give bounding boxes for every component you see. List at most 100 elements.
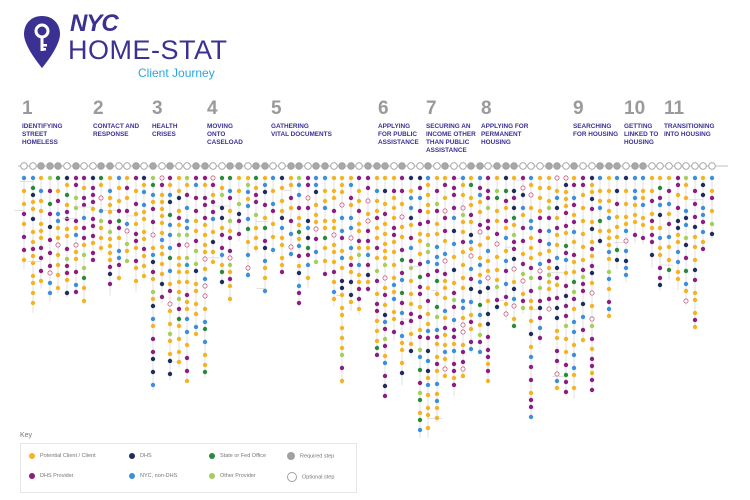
- action-dot: [528, 218, 534, 224]
- action-dot: [460, 373, 466, 379]
- action-dot: [245, 252, 251, 258]
- action-dot: [640, 188, 646, 194]
- action-dot: [477, 279, 483, 285]
- action-dot: [382, 255, 388, 261]
- optional-step-marker: [562, 162, 570, 170]
- action-dot: [675, 276, 681, 282]
- action-dot: [184, 225, 190, 231]
- action-dot: [537, 238, 543, 244]
- action-dot: [683, 255, 689, 261]
- action-dot: [589, 323, 595, 329]
- action-dot: [313, 219, 319, 225]
- action-dot: [563, 323, 569, 329]
- action-dot: [124, 195, 130, 201]
- action-dot: [494, 277, 500, 283]
- action-dot: [485, 321, 491, 327]
- action-dot: [580, 301, 586, 307]
- action-dot: [90, 233, 96, 239]
- action-dot: [623, 175, 629, 181]
- optional-action-dot: [503, 311, 509, 317]
- action-dot: [528, 265, 534, 271]
- step-7: 7 SECURING AN INCOME OTHER THAN PUBLIC AS…: [426, 99, 476, 155]
- action-dot: [219, 232, 225, 238]
- action-dot: [434, 188, 440, 194]
- action-dot: [296, 243, 302, 249]
- action-dot: [477, 332, 483, 338]
- action-dot: [485, 285, 491, 291]
- action-dot: [614, 214, 620, 220]
- action-dot: [666, 244, 672, 250]
- required-step-marker: [252, 162, 260, 170]
- action-dot: [296, 283, 302, 289]
- action-dot: [219, 185, 225, 191]
- action-dot: [382, 231, 388, 237]
- optional-step-marker: [209, 162, 217, 170]
- action-dot: [150, 192, 156, 198]
- action-dot: [331, 195, 337, 201]
- action-dot: [202, 362, 208, 368]
- action-dot: [528, 414, 534, 420]
- action-dot: [606, 228, 612, 234]
- action-dot: [408, 205, 414, 211]
- action-dot: [90, 216, 96, 222]
- action-dot: [339, 312, 345, 318]
- action-dot: [683, 268, 689, 274]
- action-dot: [64, 233, 70, 239]
- step-2: 2 CONTACT AND RESPONSE: [93, 99, 139, 139]
- action-dot: [580, 281, 586, 287]
- action-dot: [382, 241, 388, 247]
- action-dot: [709, 188, 715, 194]
- action-dot: [451, 175, 457, 181]
- action-dot: [348, 215, 354, 221]
- action-dot: [399, 347, 405, 353]
- action-dot: [503, 268, 509, 274]
- optional-step-marker: [708, 162, 716, 170]
- required-step-marker: [37, 162, 45, 170]
- action-dot: [460, 212, 466, 218]
- step-10: 10 GETTING LINKED TO HOUSING: [624, 99, 658, 147]
- action-dot: [150, 303, 156, 309]
- action-dot: [451, 267, 457, 273]
- action-dot: [632, 219, 638, 225]
- action-dot: [159, 244, 165, 250]
- legend-swatch: [287, 452, 295, 460]
- required-step-marker: [476, 162, 484, 170]
- action-dot: [408, 318, 414, 324]
- action-dot: [210, 259, 216, 265]
- optional-action-dot: [589, 316, 595, 322]
- action-dot: [90, 250, 96, 256]
- action-dot: [485, 205, 491, 211]
- action-dot: [253, 235, 259, 241]
- action-dot: [64, 182, 70, 188]
- action-dot: [417, 238, 423, 244]
- action-dot: [374, 291, 380, 297]
- action-dot: [589, 219, 595, 225]
- action-dot: [589, 196, 595, 202]
- action-dot: [580, 267, 586, 273]
- action-dot: [546, 272, 552, 278]
- legend-swatch: [209, 452, 215, 459]
- action-dot: [322, 271, 328, 277]
- required-step-marker: [441, 162, 449, 170]
- action-dot: [460, 182, 466, 188]
- action-dot: [692, 257, 698, 263]
- action-dot: [116, 208, 122, 214]
- action-dot: [374, 175, 380, 181]
- action-dot: [30, 246, 36, 252]
- action-dot: [193, 208, 199, 214]
- step-label: HEALTH CRISES: [152, 123, 178, 138]
- optional-action-dot: [124, 228, 130, 234]
- action-dot: [279, 269, 285, 275]
- action-dot: [528, 245, 534, 251]
- action-dot: [150, 259, 156, 265]
- action-dot: [537, 251, 543, 257]
- action-dot: [477, 192, 483, 198]
- action-dot: [38, 188, 44, 194]
- legend-item: State or Fed Office: [209, 452, 266, 460]
- action-dot: [356, 262, 362, 268]
- action-dot: [589, 206, 595, 212]
- action-dot: [477, 199, 483, 205]
- action-dot: [150, 356, 156, 362]
- action-dot: [55, 262, 61, 268]
- action-dot: [331, 259, 337, 265]
